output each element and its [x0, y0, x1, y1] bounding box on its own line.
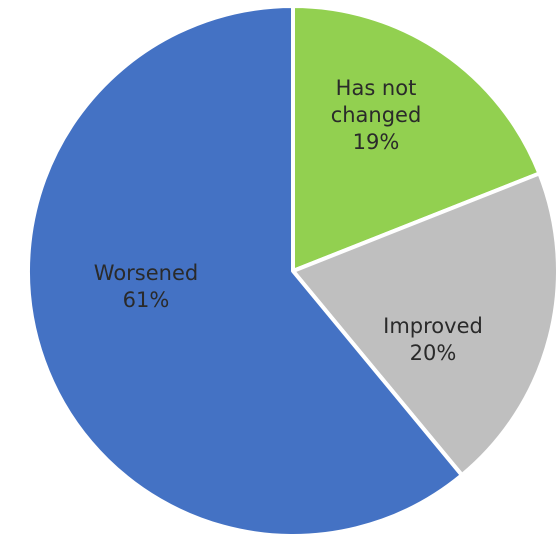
slice-value-label: 20%: [410, 341, 457, 365]
slice-value-label: 61%: [123, 288, 170, 312]
slice-category-label: Worsened: [94, 261, 198, 285]
slice-label-improved: Improved 20%: [383, 314, 483, 365]
pie-slices: [26, 4, 558, 538]
slice-category-label: Improved: [383, 314, 483, 338]
slice-value-label: 19%: [353, 130, 400, 154]
pie-slice-has-not-changed: [291, 4, 542, 273]
slice-label-worsened: Worsened 61%: [94, 261, 198, 312]
slice-labels: Has not changed 19% Improved 20% Worsened 61%: [94, 76, 483, 365]
pie-slice-worsened: [26, 4, 464, 538]
slice-category-label: Has not: [336, 76, 417, 100]
pie-slice-improved: [291, 171, 558, 478]
slice-label-has-not-changed: Has not changed 19%: [331, 76, 422, 154]
slice-category-label: changed: [331, 103, 422, 127]
